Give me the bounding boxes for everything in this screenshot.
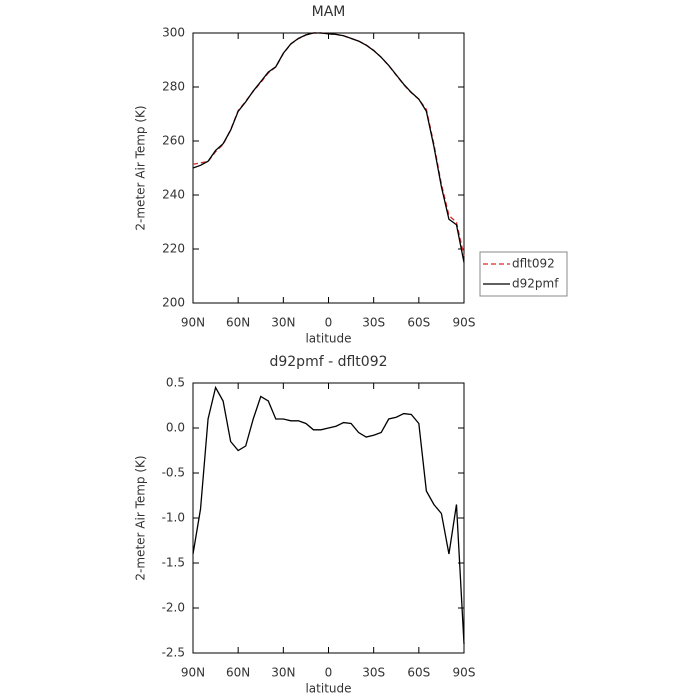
chart-title: d92pmf - dflt092 — [269, 354, 387, 370]
data-line — [192, 32, 465, 257]
x-tick-label: 60S — [407, 316, 430, 330]
y-tick-label: -2.5 — [162, 646, 185, 660]
y-tick-label: 0.5 — [166, 376, 185, 390]
x-tick-label: 90S — [453, 316, 476, 330]
chart-title: MAM — [312, 4, 346, 20]
y-axis-label: 2-meter Air Temp (K) — [134, 455, 148, 580]
y-tick-label: 0.0 — [166, 421, 185, 435]
y-tick-label: 280 — [162, 80, 185, 94]
x-tick-label: 30S — [362, 316, 385, 330]
x-tick-label: 30N — [271, 666, 295, 680]
y-tick-label: -1.0 — [162, 511, 185, 525]
x-tick-label: 0 — [325, 316, 333, 330]
y-axis-label: 2-meter Air Temp (K) — [134, 105, 148, 230]
y-tick-label: 220 — [162, 242, 185, 256]
x-tick-label: 90N — [181, 316, 205, 330]
x-tick-label: 60S — [407, 666, 430, 680]
y-tick-label: -0.5 — [162, 466, 185, 480]
y-tick-label: 300 — [162, 26, 185, 40]
legend-box — [479, 251, 568, 297]
y-tick-label: -2.0 — [162, 601, 185, 615]
y-tick-label: 240 — [162, 188, 185, 202]
y-tick-label: -1.5 — [162, 556, 185, 570]
x-tick-label: 30S — [362, 666, 385, 680]
data-line — [192, 385, 465, 645]
legend-label: d92pmf — [512, 277, 559, 291]
plot-frame — [192, 382, 465, 654]
x-tick-label: 30N — [271, 316, 295, 330]
data-line — [192, 32, 465, 263]
x-tick-label: 60N — [226, 316, 250, 330]
x-tick-label: 60N — [226, 666, 250, 680]
x-tick-label: 90S — [453, 666, 476, 680]
x-tick-label: 0 — [325, 666, 333, 680]
x-axis-label: latitude — [305, 332, 351, 346]
x-tick-label: 90N — [181, 666, 205, 680]
plot-frame — [192, 32, 465, 304]
y-tick-label: 260 — [162, 134, 185, 148]
legend-label: dflt092 — [512, 257, 555, 271]
y-tick-label: 200 — [162, 296, 185, 310]
x-axis-label: latitude — [305, 682, 351, 696]
